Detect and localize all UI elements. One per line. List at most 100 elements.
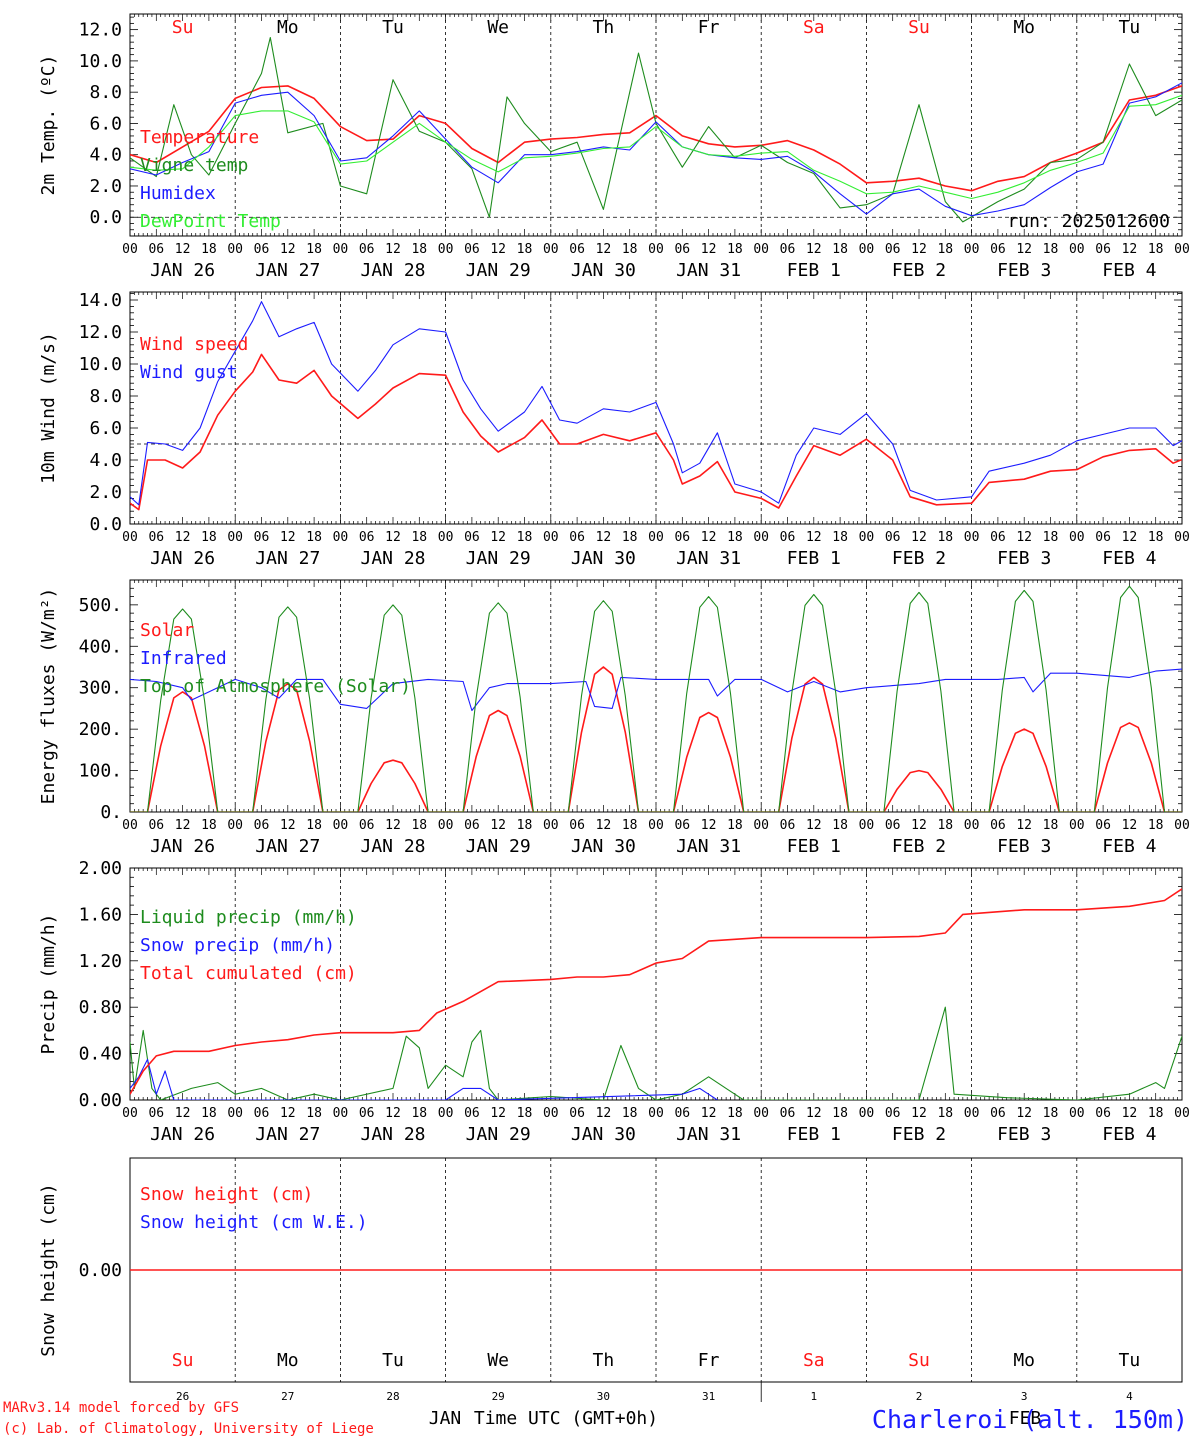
day-number-label: 26: [176, 1390, 189, 1403]
panel-precip: 00 06 12 18 00 06 12 18 00 06 12 18 00 06 12 18 00 06 12 18…: [38, 858, 1190, 1145]
series-line: [130, 85, 1182, 192]
hour-tick-label: 00: [1174, 242, 1190, 257]
hour-tick-label: 12: [385, 242, 401, 257]
hour-tick-label: 18: [201, 1106, 217, 1121]
hour-tick-label: 00: [648, 530, 664, 545]
hour-tick-label: 12: [385, 818, 401, 833]
hour-tick-label: 00: [227, 818, 243, 833]
hour-tick-label: 06: [464, 1106, 480, 1121]
y-tick-label: 6.0: [89, 113, 122, 134]
hour-tick-label: 00: [1069, 242, 1085, 257]
y-tick-label: 2.0: [89, 482, 122, 503]
hour-tick-label: 18: [411, 242, 427, 257]
hour-tick-label: 00: [753, 1106, 769, 1121]
hour-tick-label: 00: [438, 242, 454, 257]
footer-model-line: MARv3.14 model forced by GFS: [3, 1400, 239, 1416]
hour-tick-label: 00: [964, 242, 980, 257]
hour-tick-label: 06: [569, 242, 585, 257]
series-line: [130, 301, 1182, 506]
hour-tick-label: 12: [1122, 242, 1138, 257]
date-label: JAN 31: [676, 548, 741, 569]
y-tick-label: 4.0: [89, 450, 122, 471]
series-line: [130, 888, 1182, 1095]
date-label: FEB 2: [892, 836, 946, 857]
hour-tick-label: 06: [674, 242, 690, 257]
hour-tick-label: 06: [780, 818, 796, 833]
hour-tick-label: 06: [990, 242, 1006, 257]
day-number-label: 2: [916, 1390, 923, 1403]
hour-tick-label: 00: [859, 818, 875, 833]
hour-tick-label: 06: [464, 818, 480, 833]
hour-tick-label: 00: [227, 242, 243, 257]
hour-tick-label: 00: [438, 1106, 454, 1121]
y-tick-label: 500.: [79, 595, 122, 616]
hour-tick-label: 12: [1016, 530, 1032, 545]
hour-tick-label: 00: [1174, 1106, 1190, 1121]
weekday-label: Mo: [1013, 17, 1035, 38]
date-label: FEB 2: [892, 548, 946, 569]
date-label: FEB 4: [1102, 548, 1156, 569]
hour-tick-label: 00: [333, 818, 349, 833]
hour-tick-label: 12: [175, 818, 191, 833]
hour-tick-label: 12: [280, 530, 296, 545]
hour-tick-label: 18: [1043, 242, 1059, 257]
hour-tick-label: 18: [937, 530, 953, 545]
date-label: JAN 28: [360, 548, 425, 569]
hour-tick-label: 18: [727, 1106, 743, 1121]
y-tick-label: 14.0: [79, 290, 122, 311]
y-tick-label: 12.0: [79, 322, 122, 343]
hour-tick-label: 18: [411, 530, 427, 545]
date-label: FEB 4: [1102, 1124, 1156, 1145]
hour-tick-label: 00: [648, 1106, 664, 1121]
hour-tick-label: 12: [1016, 818, 1032, 833]
panel-energy: 00 06 12 18 00 06 12 18 00 06 12 18 00 06 12 18 00 06 12 18…: [38, 579, 1190, 857]
date-label: JAN 29: [466, 1124, 531, 1145]
day-number-label: 29: [492, 1390, 505, 1403]
weekday-label: Tu: [382, 17, 404, 38]
hour-tick-label: 18: [832, 242, 848, 257]
hour-tick-label: 06: [780, 242, 796, 257]
weekday-label: Th: [593, 17, 615, 38]
hour-tick-label: 12: [1122, 1106, 1138, 1121]
hour-tick-label: 18: [1043, 1106, 1059, 1121]
hour-tick-label: 18: [832, 818, 848, 833]
y-axis-title: Snow height (cm): [38, 1183, 59, 1356]
hour-tick-label: 12: [596, 818, 612, 833]
hour-tick-label: 18: [517, 242, 533, 257]
hour-tick-label: 12: [701, 242, 717, 257]
y-tick-label: 2.00: [79, 858, 122, 879]
hour-tick-label: 12: [490, 818, 506, 833]
hour-tick-label: 12: [1016, 242, 1032, 257]
series-line: [130, 94, 1182, 200]
y-tick-label: 300.: [79, 678, 122, 699]
y-tick-label: 0.0: [89, 514, 122, 535]
weekday-label: Su: [172, 1350, 194, 1371]
hour-tick-label: 18: [1148, 1106, 1164, 1121]
hour-tick-label: 12: [490, 242, 506, 257]
y-tick-label: 0.00: [79, 1260, 122, 1281]
hour-tick-label: 18: [1043, 818, 1059, 833]
hour-tick-label: 06: [885, 818, 901, 833]
hour-tick-label: 00: [122, 1106, 138, 1121]
hour-tick-label: 18: [727, 530, 743, 545]
date-label: JAN 30: [571, 1124, 636, 1145]
hour-tick-label: 18: [937, 1106, 953, 1121]
date-label: JAN 27: [255, 260, 320, 281]
hour-tick-label: 12: [806, 818, 822, 833]
hour-tick-label: 12: [701, 530, 717, 545]
hour-tick-label: 18: [201, 242, 217, 257]
y-tick-label: 100.: [79, 761, 122, 782]
date-label: FEB 1: [787, 548, 841, 569]
hour-tick-label: 06: [885, 1106, 901, 1121]
date-label: JAN 27: [255, 836, 320, 857]
weekday-label: Sa: [803, 1350, 825, 1371]
date-label: JAN 30: [571, 548, 636, 569]
date-label: JAN 29: [466, 836, 531, 857]
hour-tick-label: 00: [648, 818, 664, 833]
hour-tick-label: 18: [622, 818, 638, 833]
weekday-label: We: [487, 17, 509, 38]
y-tick-label: 2.0: [89, 176, 122, 197]
legend-label: Snow height (cm): [140, 1184, 313, 1205]
hour-tick-label: 18: [201, 818, 217, 833]
